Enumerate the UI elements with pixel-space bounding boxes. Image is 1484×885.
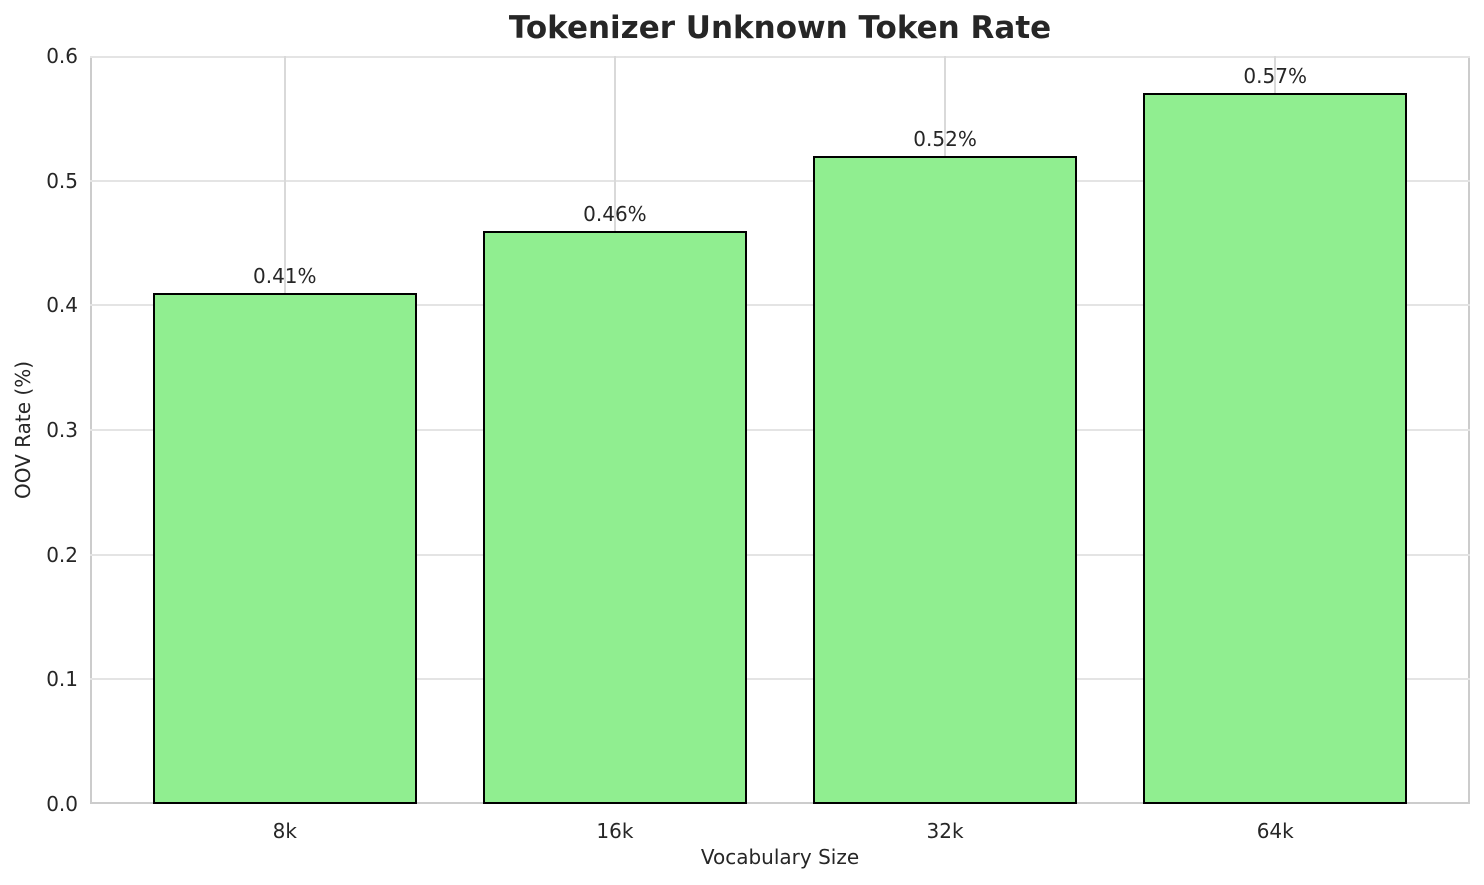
y-tick-label: 0.1 [46, 667, 78, 692]
x-tick-label: 64k [1256, 819, 1294, 843]
y-tick-label: 0.4 [46, 293, 78, 318]
y-tick-label: 0.6 [46, 44, 78, 68]
h-gridline [90, 553, 1470, 556]
x-tick-label: 32k [926, 819, 964, 843]
y-tick-label: 0.5 [46, 168, 78, 193]
plot-area: 0.41% 0.46% 0.52% 0.57% [90, 56, 1470, 804]
x-tick-label: 8k [272, 819, 297, 843]
plot-spine-bottom [90, 802, 1470, 804]
y-tick-label: 0.2 [46, 542, 78, 567]
bar [482, 230, 747, 804]
h-gridline [90, 56, 1470, 58]
x-axis-label: Vocabulary Size [700, 845, 860, 869]
bar-value-label: 0.52% [913, 126, 977, 151]
chart-title: Tokenizer Unknown Token Rate [508, 10, 1052, 46]
bar [813, 155, 1078, 804]
bar [152, 292, 417, 804]
bar-value-label: 0.57% [1243, 64, 1307, 89]
bar-value-label: 0.41% [253, 263, 317, 288]
h-gridline [90, 304, 1470, 307]
y-tick-label: 0.3 [46, 418, 78, 442]
h-gridline [90, 179, 1470, 182]
bar [1143, 93, 1408, 804]
h-gridline [90, 429, 1470, 431]
h-gridline [90, 678, 1470, 681]
bar-value-label: 0.46% [583, 201, 647, 226]
x-tick-label: 16k [596, 819, 634, 843]
y-tick-label: 0.0 [46, 792, 78, 816]
